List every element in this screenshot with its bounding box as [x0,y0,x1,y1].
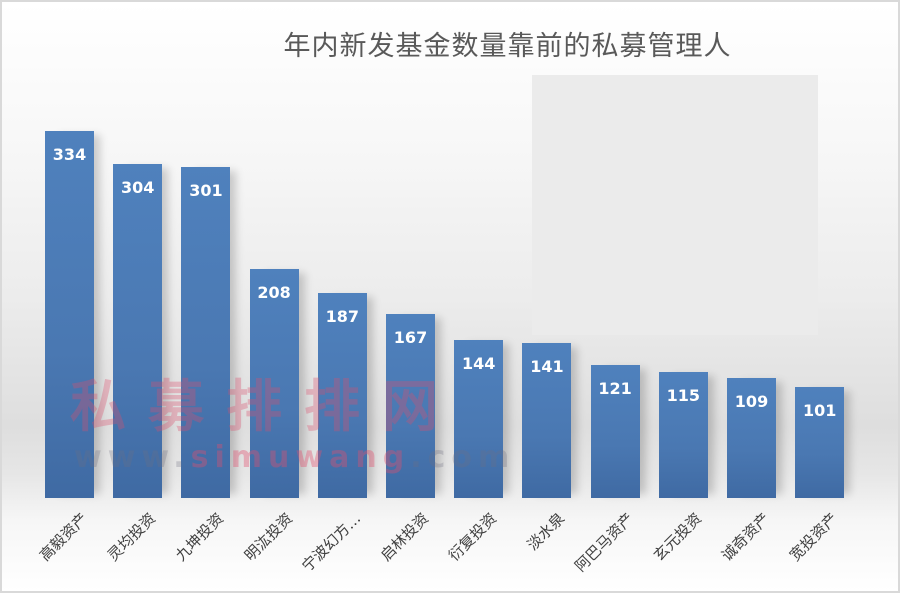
bar: 101 [795,387,845,498]
bar-value-label: 334 [52,145,87,164]
watermark-url: www.simuwang.com [74,440,516,475]
chart-title: 年内新发基金数量靠前的私募管理人 [283,31,732,62]
x-axis-tick-label: 宽投资产 [786,509,842,565]
bar: 115 [658,372,708,498]
bar: 208 [249,269,299,498]
bar: 304 [113,164,163,498]
bar-value-label: 144 [461,354,496,373]
bar: 144 [454,340,504,498]
bar-value-label: 208 [257,283,291,302]
x-axis-tick-label: 阿巴马资产 [570,509,637,576]
bar: 109 [727,378,776,498]
bar: 141 [522,343,572,498]
bar-value-label: 109 [734,392,769,411]
bar: 334 [45,131,94,498]
x-axis-tick-label: 启林投资 [376,509,433,565]
bar: 187 [317,293,367,498]
x-axis-tick-label: 九坤投资 [172,509,228,565]
x-axis-tick-label: 明汯投资 [240,509,296,565]
bar-value-label: 187 [325,307,359,326]
x-axis-tick-label: 衍复投资 [445,509,501,565]
bar-value-label: 101 [802,401,837,420]
bar-value-label: 121 [598,379,632,398]
bar: 167 [386,314,435,498]
x-axis-tick-label: 诚奇资产 [717,509,774,565]
x-axis-tick-label: 宁波幻方… [298,509,364,576]
bar-value-label: 141 [530,357,564,376]
bar: 121 [590,365,640,498]
bar-value-label: 167 [393,328,428,347]
blank-overlay-box [532,75,818,335]
x-axis-tick-label: 高毅资产 [35,509,92,565]
x-axis-tick-label: 淡水泉 [523,509,569,554]
bar: 301 [181,167,231,498]
bar-value-label: 304 [120,178,155,197]
watermark-logo-text: 私募排排网 [70,375,460,440]
bar-value-label: 301 [189,181,223,200]
x-axis-tick-label: 灵均投资 [104,509,160,565]
bar-value-label: 115 [666,386,700,405]
x-axis-tick-label: 玄元投资 [649,509,705,565]
